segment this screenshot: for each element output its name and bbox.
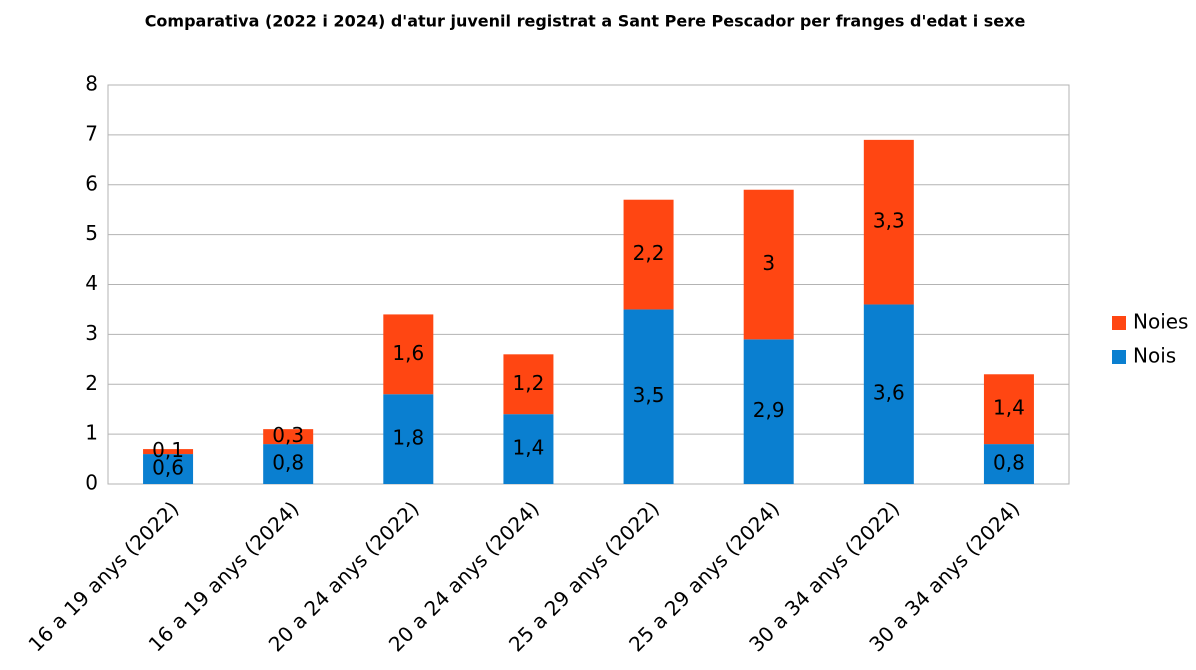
data-label: 0,8 — [272, 451, 304, 475]
data-label: 3 — [762, 251, 775, 275]
bar-segment — [503, 414, 554, 484]
y-tick-label: 1 — [85, 421, 98, 445]
bar-segment — [743, 189, 794, 340]
y-tick-label: 5 — [85, 221, 98, 245]
bar-segment — [383, 314, 434, 395]
y-tick-label: 4 — [85, 271, 98, 295]
data-label: 1,4 — [513, 436, 545, 460]
bar-segment — [263, 429, 314, 445]
chart-title: Comparativa (2022 i 2024) d'atur juvenil… — [145, 12, 1026, 31]
bar-segment — [863, 139, 914, 305]
data-label: 1,6 — [392, 341, 424, 365]
bar-segment — [263, 444, 314, 484]
data-label: 1,2 — [513, 371, 545, 395]
bar-segment — [863, 304, 914, 484]
y-tick-label: 7 — [85, 121, 98, 145]
data-label: 0,8 — [993, 451, 1025, 475]
y-tick-label: 8 — [85, 72, 98, 96]
data-label: 0,3 — [272, 423, 304, 447]
legend-swatch — [1112, 350, 1126, 364]
y-tick-label: 6 — [85, 171, 98, 195]
data-label: 0,6 — [152, 456, 184, 480]
y-tick-label: 2 — [85, 371, 98, 395]
data-label: 1,8 — [392, 426, 424, 450]
bar-segment — [143, 454, 194, 484]
bar-segment — [623, 309, 674, 484]
y-tick-label: 3 — [85, 321, 98, 345]
bar-segment — [623, 199, 674, 310]
data-label: 2,9 — [753, 398, 785, 422]
bar-segment — [143, 449, 194, 455]
y-tick-label: 0 — [85, 471, 98, 495]
bar-segment — [743, 339, 794, 484]
bar-segment — [983, 444, 1034, 484]
bar-segment — [383, 394, 434, 484]
data-label: 3,3 — [873, 209, 905, 233]
plot-frame — [107, 84, 1070, 485]
data-label: 3,6 — [873, 381, 905, 405]
bar-segment — [983, 374, 1034, 445]
data-label: 3,5 — [633, 383, 665, 407]
legend-label: Nois — [1133, 344, 1176, 368]
legend-label: Noies — [1133, 310, 1188, 334]
data-label: 0,1 — [152, 438, 184, 462]
bar-segment — [503, 354, 554, 415]
data-label: 2,2 — [633, 241, 665, 265]
legend-swatch — [1112, 316, 1126, 330]
data-label: 1,4 — [993, 396, 1025, 420]
